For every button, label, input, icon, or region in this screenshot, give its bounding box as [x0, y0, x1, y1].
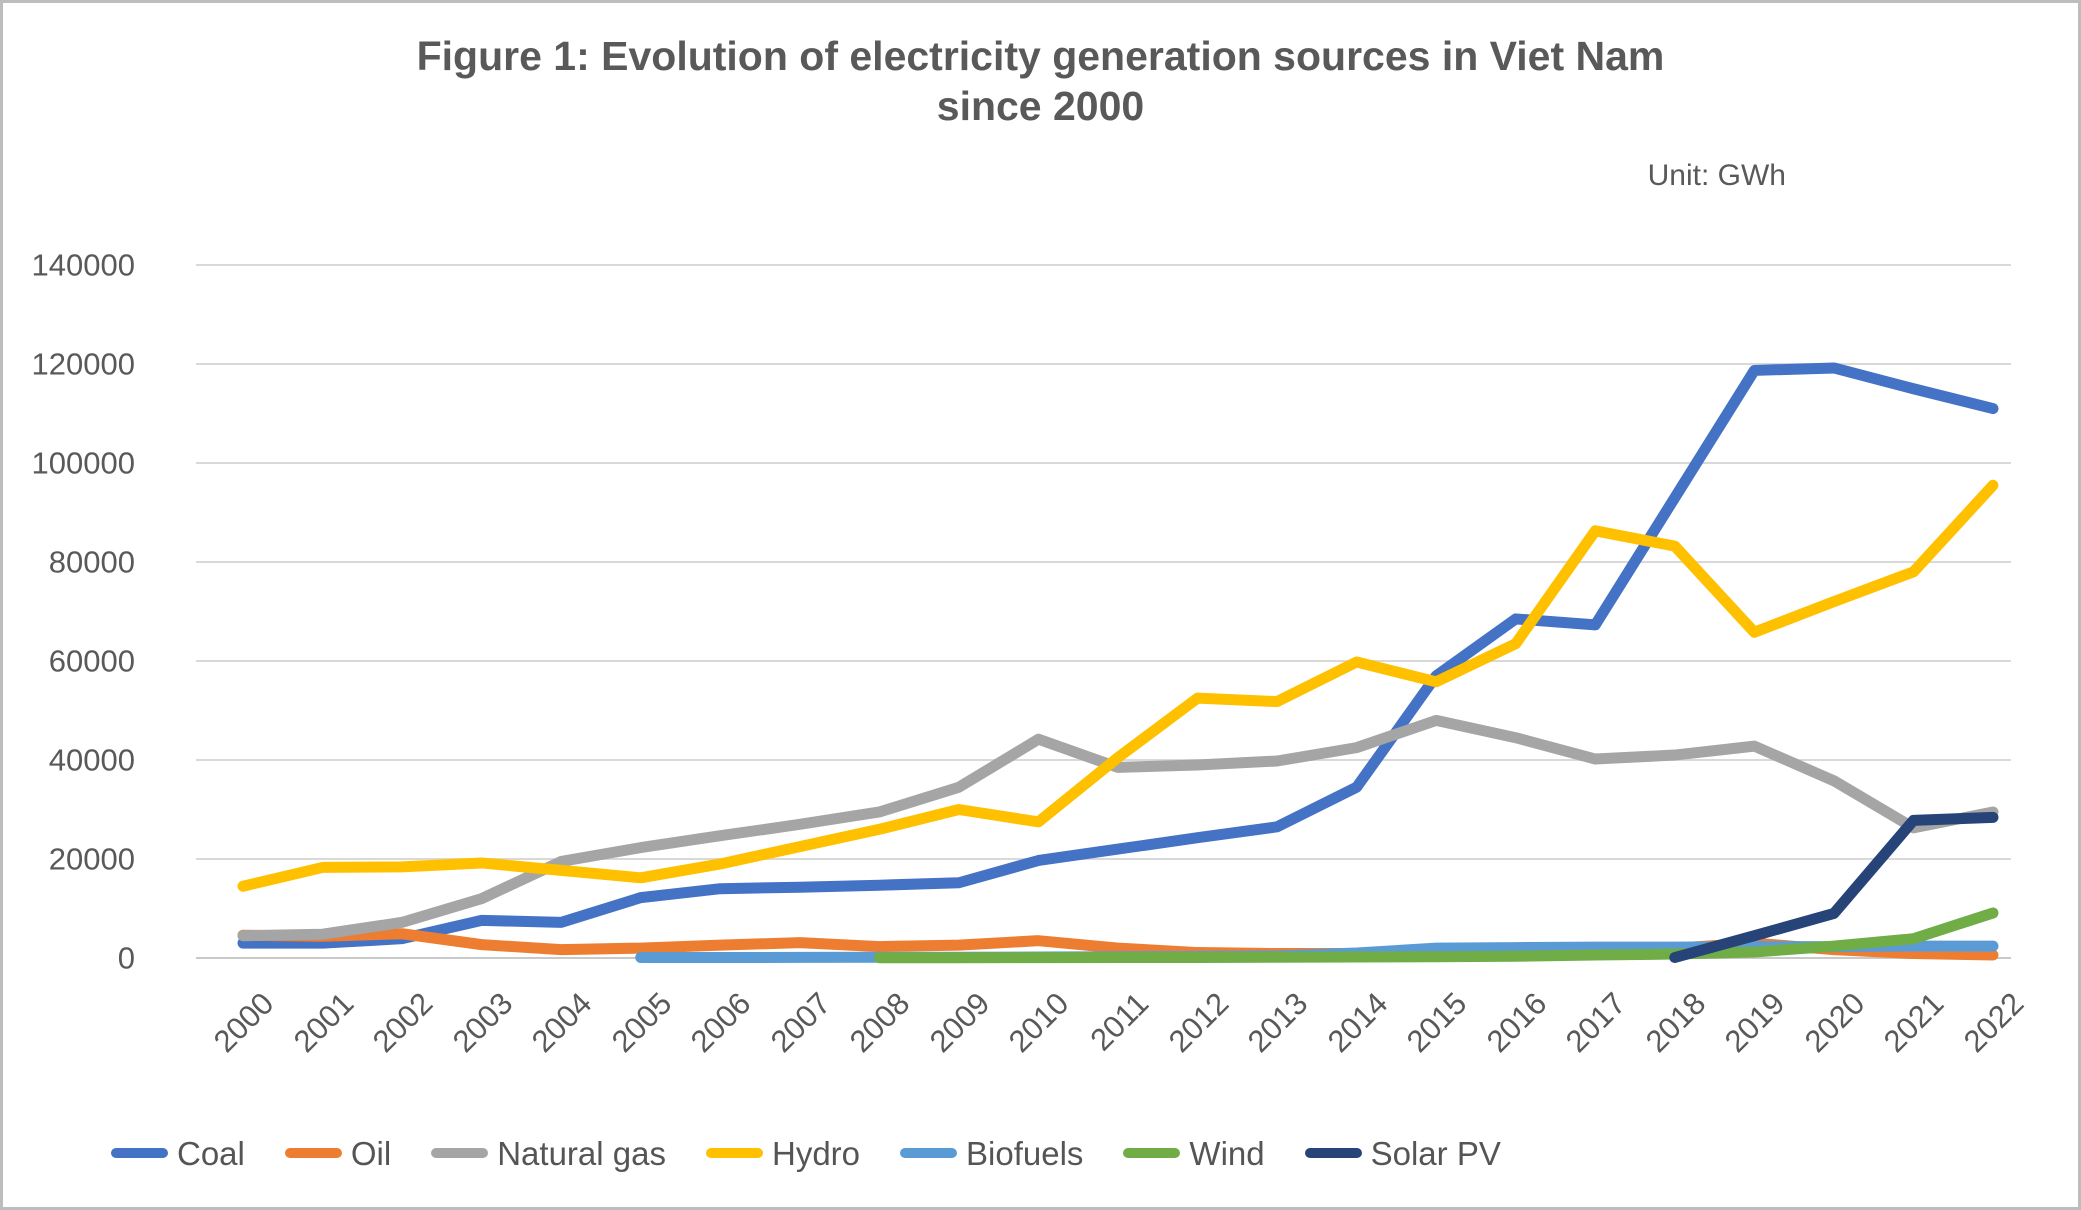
legend-label: Oil — [350, 1134, 392, 1172]
chart-title: Figure 1: Evolution of electricity gener… — [3, 31, 2078, 131]
y-axis-tick-label: 140000 — [31, 247, 135, 283]
y-axis-tick-label: 120000 — [31, 346, 135, 382]
legend-swatch — [1123, 1148, 1181, 1158]
legend-swatch — [900, 1148, 958, 1158]
legend-item-solar-pv: Solar PV — [1304, 1134, 1501, 1172]
series-line-solar-pv — [1669, 811, 1999, 964]
legend-swatch — [705, 1148, 763, 1158]
series-line-hydro — [237, 479, 1999, 892]
legend-label: Natural gas — [497, 1134, 666, 1172]
y-axis-tick-label: 100000 — [31, 445, 135, 481]
chart-title-line1: Figure 1: Evolution of electricity gener… — [416, 33, 1665, 79]
plot-area: 0 20000 40000 60000 80000 100000 120000 140000 2… — [3, 3, 2078, 1207]
legend-swatch — [284, 1148, 342, 1158]
legend-label: Coal — [177, 1134, 245, 1172]
legend: Coal Oil Natural gas Hydro Biofuels Wind Solar… — [111, 1127, 1501, 1179]
chart-title-line2: since 2000 — [936, 83, 1145, 129]
legend-swatch — [111, 1148, 168, 1158]
unit-label: Unit: GWh — [1647, 159, 1786, 192]
legend-item-wind: Wind — [1123, 1134, 1265, 1172]
legend-item-coal: Coal — [111, 1137, 245, 1170]
chart-svg — [196, 264, 2011, 964]
legend-swatch — [1304, 1148, 1362, 1158]
y-axis-tick-label: 20000 — [48, 841, 135, 877]
series-line-coal — [237, 362, 1999, 949]
y-axis-tick-label: 40000 — [48, 742, 135, 778]
y-axis-tick-label: 80000 — [48, 544, 135, 580]
series-line-natural-gas — [237, 714, 1999, 942]
legend-label: Biofuels — [966, 1134, 1084, 1172]
legend-item-hydro: Hydro — [705, 1134, 861, 1172]
legend-item-natural-gas: Natural gas — [431, 1137, 666, 1170]
legend-item-biofuels: Biofuels — [900, 1137, 1083, 1170]
legend-item-oil: Oil — [284, 1134, 392, 1172]
y-axis-tick-label: 0 — [117, 940, 135, 976]
legend-label: Wind — [1189, 1134, 1265, 1172]
legend-label: Hydro — [771, 1134, 861, 1172]
legend-label: Solar PV — [1370, 1134, 1501, 1172]
legend-swatch — [431, 1148, 489, 1158]
series-line-wind — [873, 907, 1999, 964]
y-axis-tick-label: 60000 — [48, 643, 135, 679]
